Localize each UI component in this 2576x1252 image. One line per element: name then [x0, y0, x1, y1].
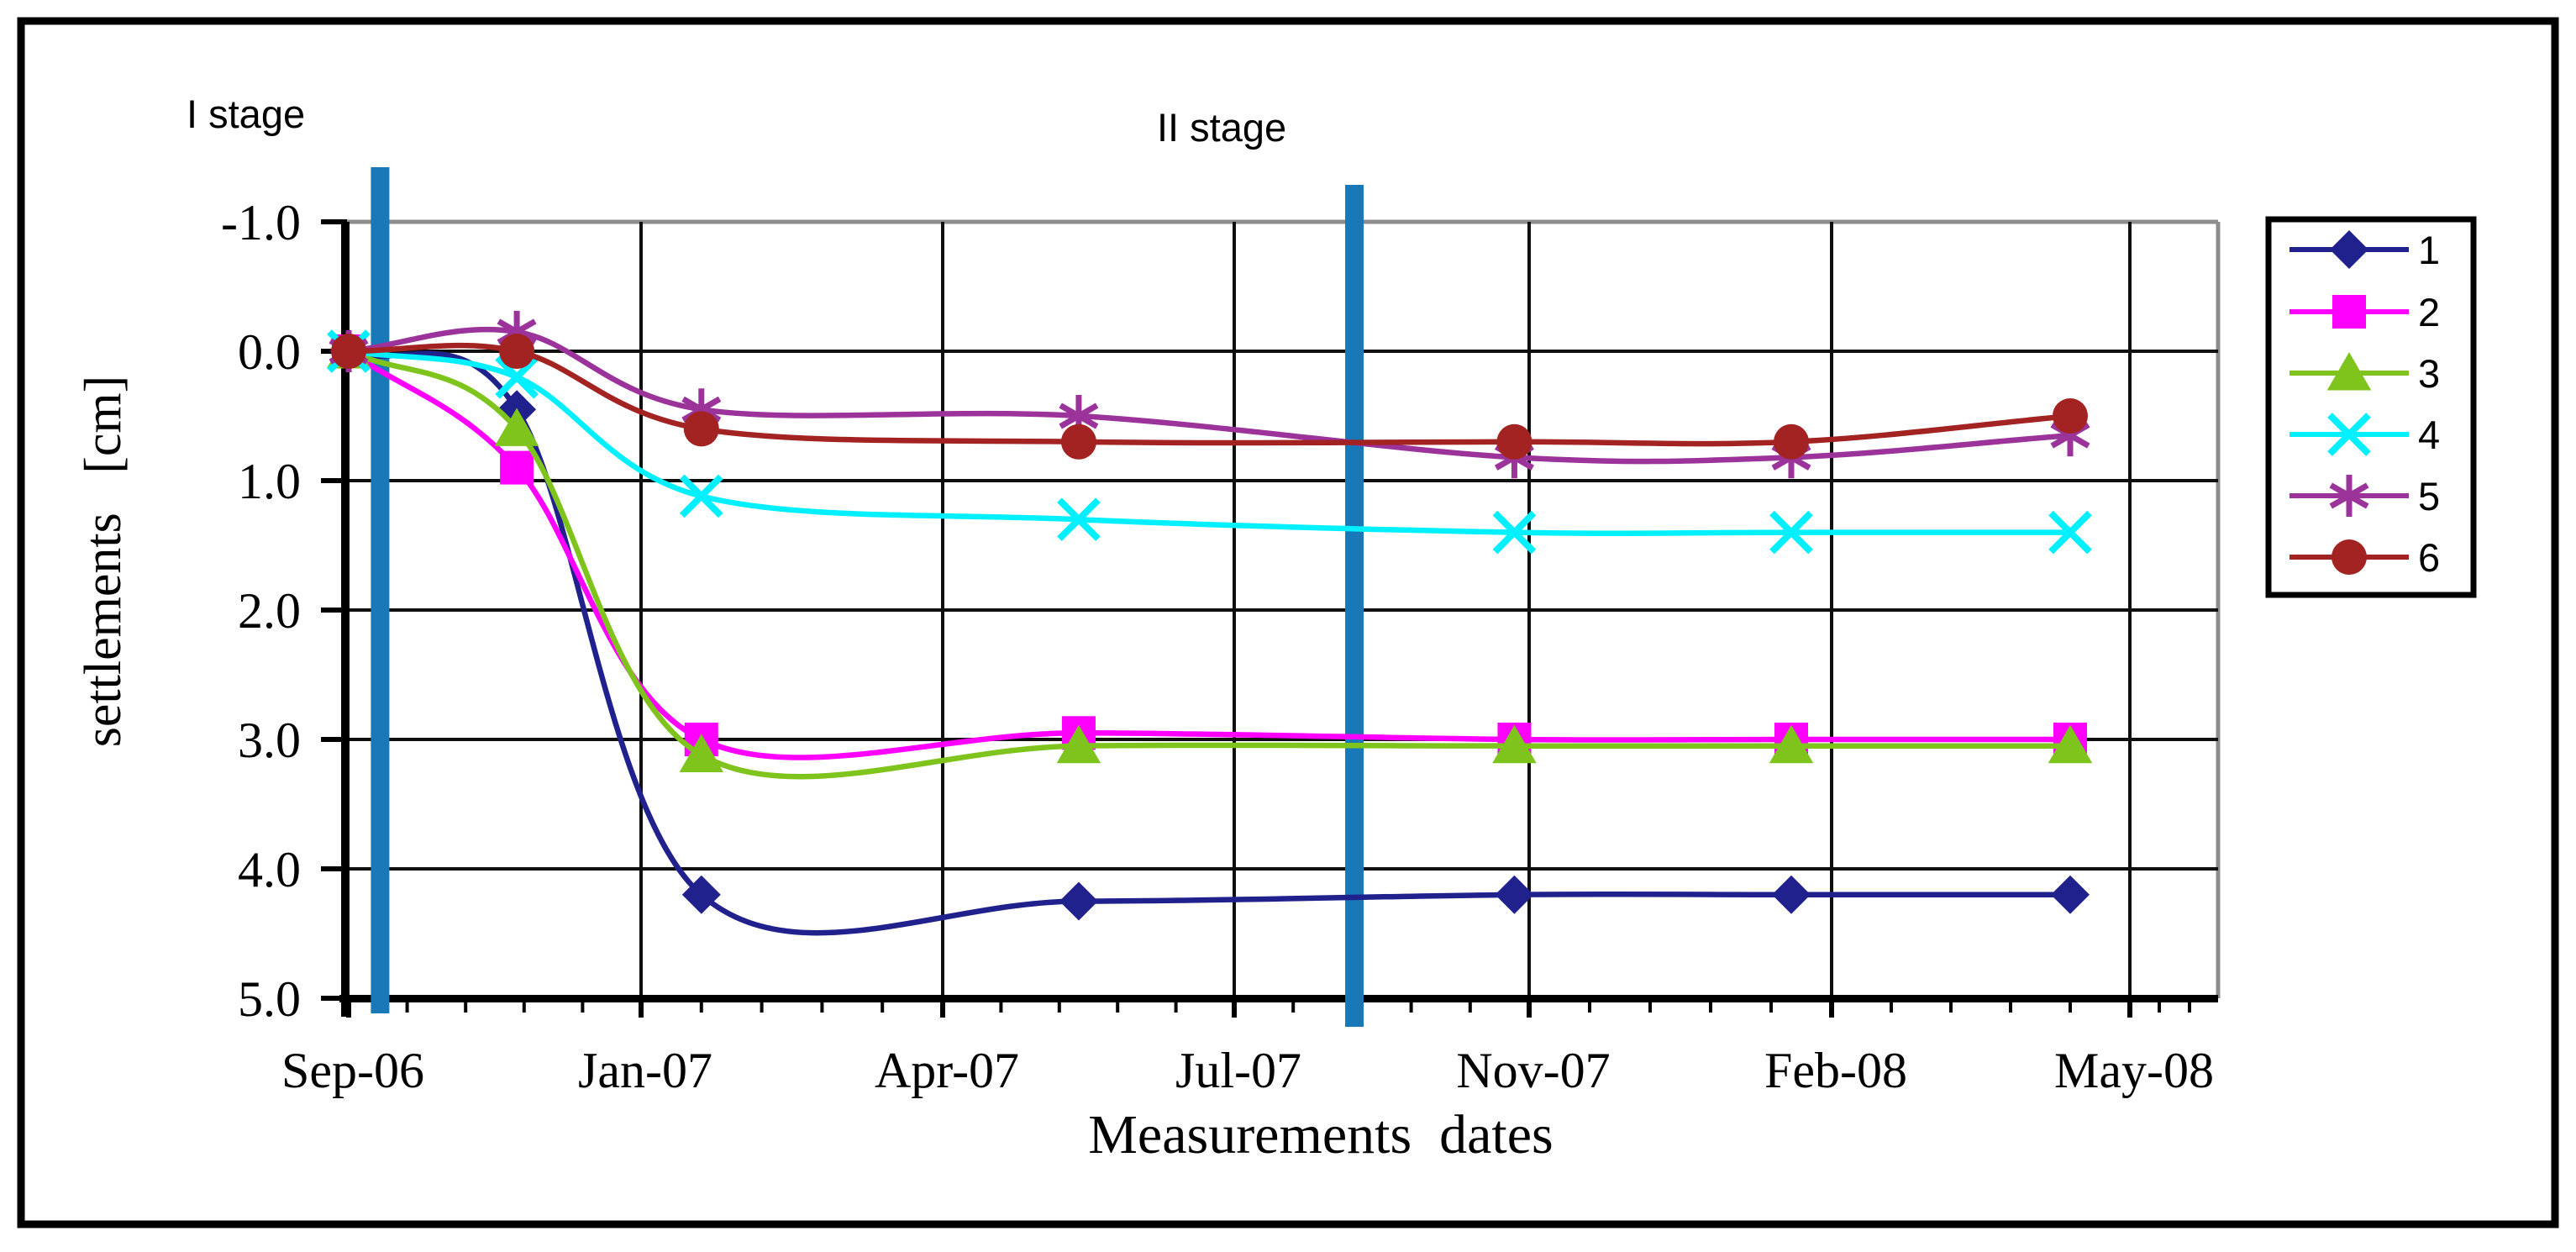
x-tick-label: Feb-08 [1764, 1043, 1907, 1098]
y-tick-label: 5.0 [238, 971, 301, 1027]
series-4-marker-x [1057, 497, 1101, 542]
series-4-marker-x [679, 474, 723, 518]
series-4-marker-x [495, 355, 539, 399]
x-tick-label: Jul-07 [1175, 1043, 1301, 1098]
series-6-marker-circle [1060, 423, 1096, 460]
series-3-marker-triangle [1769, 724, 1814, 764]
series-4-marker-x [1492, 510, 1537, 555]
series-3-marker-triangle [1056, 724, 1101, 764]
series-4-marker-x [2048, 510, 2092, 555]
y-tick-label: 2.0 [238, 583, 301, 639]
series-2-marker-square [500, 450, 534, 485]
x-tick-label: Jan-07 [578, 1043, 712, 1098]
legend-label-3: 3 [2418, 351, 2440, 396]
legend-2-marker-square [2332, 295, 2366, 329]
series-1-marker-diamond [1059, 881, 1098, 921]
figure-border [17, 17, 2559, 1228]
legend-5-marker-asterisk [2329, 482, 2369, 509]
y-tick-label: 4.0 [238, 842, 301, 897]
legend-4-marker-x [2327, 413, 2371, 456]
series-3-marker-triangle [679, 734, 724, 772]
y-tick-label: -1.0 [221, 195, 301, 250]
x-axis-title: Measurements dates [1088, 1104, 1553, 1165]
legend-1-marker-diamond [2330, 230, 2368, 269]
x-tick-label: Apr-07 [875, 1043, 1019, 1098]
series-3-marker-triangle [1492, 724, 1537, 764]
series-1-marker-diamond [1772, 875, 1811, 914]
series-6-marker-circle [1496, 423, 1532, 460]
x-tick-label: Sep-06 [281, 1043, 424, 1098]
series-3-marker-triangle [2048, 724, 2093, 764]
legend-label-5: 5 [2418, 474, 2440, 518]
stage-1-bar [371, 167, 390, 1013]
stage-2-bar [1345, 185, 1364, 1027]
series-6-marker-circle [683, 411, 719, 447]
x-tick-label: Nov-07 [1456, 1043, 1610, 1098]
y-axis-title: settlements [cm] [75, 376, 132, 747]
y-axis-line [341, 222, 350, 1017]
series-1-marker-diamond [2051, 875, 2090, 914]
series-1-marker-diamond [681, 875, 721, 914]
legend-label-2: 2 [2418, 290, 2440, 334]
series-6-marker-circle [1774, 423, 1809, 460]
legend-6-marker-circle [2332, 539, 2367, 575]
legend-3-marker-triangle [2326, 352, 2372, 391]
y-tick-label: 0.0 [238, 324, 301, 380]
x-tick-label: May-08 [2054, 1043, 2214, 1098]
series-5-marker-asterisk [1059, 402, 1099, 429]
series-6-marker-circle [331, 334, 366, 369]
series-6-marker-circle [2053, 398, 2088, 434]
legend-label-1: 1 [2418, 228, 2440, 272]
y-tick-label: 3.0 [238, 713, 301, 768]
y-tick-label: 1.0 [238, 454, 301, 509]
series-3-marker-triangle [494, 408, 539, 446]
legend-label-4: 4 [2418, 413, 2440, 457]
legend-box [2265, 216, 2477, 598]
series-1-marker-diamond [1495, 875, 1534, 914]
legend-label-6: 6 [2418, 535, 2440, 580]
stage-1-annotation: I stage [187, 92, 305, 136]
series-6-marker-circle [499, 334, 535, 369]
stage-2-annotation: II stage [1157, 105, 1286, 150]
x-axis-line [339, 995, 2218, 1002]
series-4-marker-x [1769, 510, 1813, 555]
